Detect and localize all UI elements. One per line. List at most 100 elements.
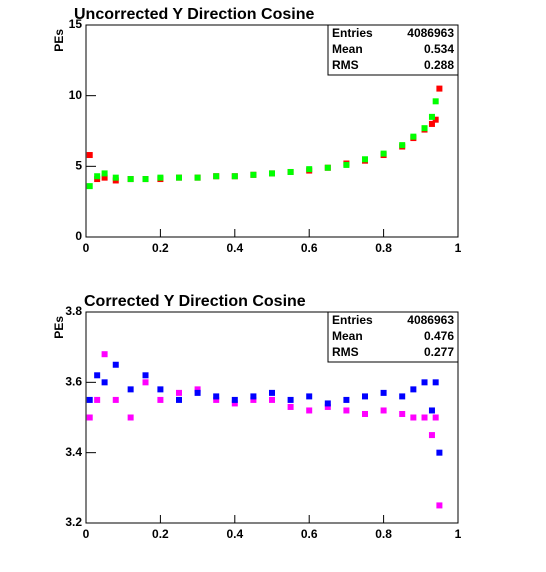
x-tick-label: 0.4 xyxy=(226,527,243,541)
y-axis-label: PEs xyxy=(52,29,66,52)
y-tick-label: 3.8 xyxy=(65,304,82,318)
data-point xyxy=(142,372,149,379)
y-tick-label: 15 xyxy=(69,17,83,31)
stats-value: 0.534 xyxy=(424,42,454,56)
y-tick-label: 3.6 xyxy=(65,375,82,389)
frame xyxy=(85,311,459,524)
data-point xyxy=(231,396,238,403)
data-point xyxy=(127,414,134,421)
data-point xyxy=(324,164,331,171)
data-point xyxy=(362,156,368,163)
stats-value: 0.277 xyxy=(424,345,454,359)
data-point xyxy=(101,351,108,358)
data-point xyxy=(86,183,93,190)
y-tick-label: 5 xyxy=(75,159,82,173)
data-point xyxy=(306,166,313,173)
data-point xyxy=(94,372,101,379)
data-point xyxy=(269,389,275,396)
data-point xyxy=(399,393,406,400)
data-point xyxy=(428,432,435,439)
stats-value: 0.476 xyxy=(424,329,454,343)
stats-label: Mean xyxy=(332,329,363,343)
y-tick-label: 3.4 xyxy=(65,445,82,459)
frame xyxy=(85,24,459,238)
data-point xyxy=(362,410,368,417)
data-point xyxy=(194,389,201,396)
data-point xyxy=(432,379,439,386)
x-tick-label: 1 xyxy=(455,241,462,255)
chart-title: Uncorrected Y Direction Cosine xyxy=(74,6,314,23)
data-point xyxy=(380,389,387,396)
data-point xyxy=(157,396,164,403)
data-point xyxy=(213,393,220,400)
x-tick-label: 0.4 xyxy=(226,241,243,255)
stats-label: Entries xyxy=(332,26,373,40)
data-point xyxy=(399,142,406,149)
x-tick-label: 0.6 xyxy=(301,241,318,255)
stats-label: Mean xyxy=(332,42,363,56)
stats-box xyxy=(327,24,459,76)
stats-value: 0.288 xyxy=(424,58,454,72)
data-point xyxy=(421,379,428,386)
data-point xyxy=(428,120,435,127)
data-point xyxy=(362,393,368,400)
data-point xyxy=(436,449,443,456)
data-point xyxy=(269,396,275,403)
data-point xyxy=(86,152,93,159)
data-point xyxy=(112,396,119,403)
y-tick-label: 0 xyxy=(75,229,82,243)
data-point xyxy=(101,170,108,177)
data-point xyxy=(176,174,182,181)
x-tick-label: 1 xyxy=(455,527,462,541)
data-point xyxy=(428,407,435,414)
data-point xyxy=(428,113,435,120)
x-tick-label: 0.2 xyxy=(152,241,169,255)
data-point xyxy=(250,396,257,403)
data-point xyxy=(112,361,119,368)
x-tick-label: 0.6 xyxy=(301,527,318,541)
data-point xyxy=(306,393,313,400)
y-tick-label: 3.2 xyxy=(65,515,82,529)
stats-label: Entries xyxy=(332,313,373,327)
data-point xyxy=(324,403,331,410)
data-point xyxy=(231,173,238,180)
data-point xyxy=(421,414,428,421)
data-point xyxy=(176,396,182,403)
data-point xyxy=(86,414,93,421)
data-point xyxy=(410,386,417,393)
data-point xyxy=(127,176,134,183)
x-tick-label: 0.8 xyxy=(375,527,392,541)
data-point xyxy=(380,150,387,157)
data-point xyxy=(343,396,350,403)
data-point xyxy=(194,174,201,181)
chart-title: Corrected Y Direction Cosine xyxy=(84,293,306,310)
data-point xyxy=(213,396,220,403)
stats-box xyxy=(327,311,459,363)
data-point xyxy=(287,403,294,410)
data-point xyxy=(269,170,275,177)
data-point xyxy=(127,386,134,393)
data-point xyxy=(343,407,350,414)
data-point xyxy=(421,125,428,132)
data-point xyxy=(194,386,201,393)
stats-label: RMS xyxy=(332,58,359,72)
stats-label: RMS xyxy=(332,345,359,359)
x-tick-label: 0.8 xyxy=(375,241,392,255)
data-point xyxy=(380,407,387,414)
data-point xyxy=(324,400,331,407)
data-point xyxy=(231,400,238,407)
x-tick-label: 0.2 xyxy=(152,527,169,541)
data-point xyxy=(432,414,439,421)
x-tick-label: 0 xyxy=(83,527,90,541)
stats-value: 4086963 xyxy=(407,26,454,40)
data-point xyxy=(432,98,439,105)
data-point xyxy=(410,133,417,140)
data-point xyxy=(176,389,182,396)
data-point xyxy=(399,410,406,417)
data-point xyxy=(101,174,108,181)
data-point xyxy=(432,116,439,123)
data-point xyxy=(250,393,257,400)
data-point xyxy=(287,168,294,175)
data-point xyxy=(94,396,101,403)
